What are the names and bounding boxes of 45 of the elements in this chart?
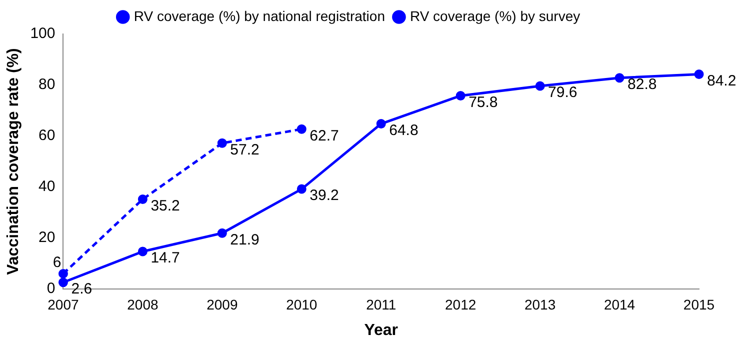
point [296,124,306,134]
point [376,119,386,129]
point [456,90,466,100]
point [217,138,227,148]
data-label: 6 [52,254,62,271]
point [58,268,68,278]
point [614,73,624,83]
y-tick-label: 80 [38,76,56,94]
legend-label: RV coverage (%) by national registration [134,8,385,24]
y-tick-label: 40 [38,178,56,196]
point [694,70,704,80]
point [138,194,148,204]
y-tick-label: 60 [38,127,56,144]
data-label: 62.7 [310,127,339,144]
x-tick-label: 2014 [604,296,636,312]
x-tick-label: 2008 [127,296,158,312]
data-label: 57.2 [230,141,260,158]
data-label: 82.8 [628,76,657,93]
data-label: 79.6 [548,84,578,102]
point [296,184,306,194]
data-label: 64.8 [389,122,418,139]
point [58,278,68,288]
point [535,81,545,91]
point [217,228,227,238]
x-axis-title: Year [364,322,398,339]
data-label: 21.9 [230,231,260,248]
y-tick-label: 100 [30,25,56,42]
data-label: 84.2 [707,72,736,90]
data-label: 2.6 [71,280,92,298]
legend-label: RV coverage (%) by survey [410,8,580,24]
x-tick-label: 2011 [366,296,396,312]
y-tick-label: 0 [46,280,56,298]
x-tick-label: 2012 [445,296,476,312]
data-label: 75.8 [468,94,498,111]
y-tick-label: 20 [38,229,56,246]
data-label: 39.2 [310,187,339,204]
x-tick-label: 2010 [286,296,318,312]
y-axis-title: Vaccination coverage rate (%) [5,48,22,275]
x-tick-label: 2007 [48,296,80,312]
x-tick-label: 2013 [524,296,556,312]
point [138,246,148,256]
data-label: 14.7 [150,250,180,267]
x-tick-label: 2009 [206,296,238,312]
x-tick-label: 2015 [683,296,715,312]
data-label: 35.2 [150,197,180,214]
